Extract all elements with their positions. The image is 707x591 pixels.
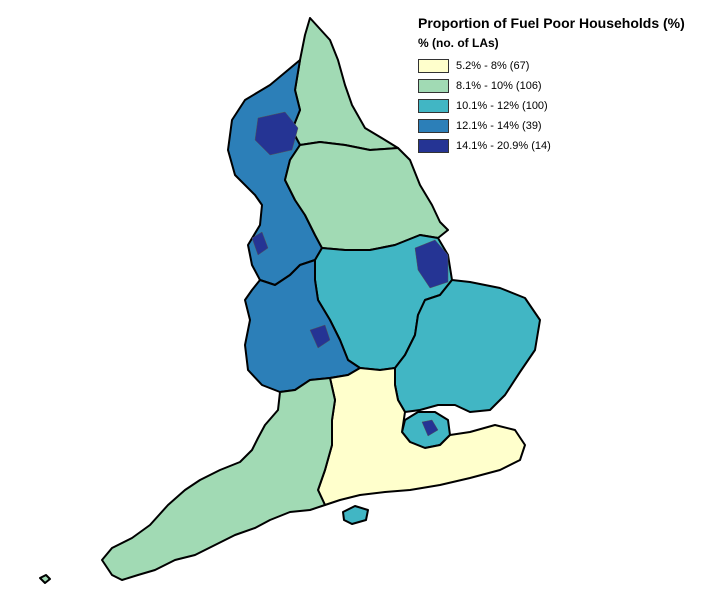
legend-label: 8.1% - 10% (106): [456, 80, 542, 92]
legend-swatch: [418, 99, 449, 113]
legend-label: 14.1% - 20.9% (14): [456, 140, 551, 152]
region-south-west: [101, 377, 336, 581]
legend-label: 10.1% - 12% (100): [456, 100, 548, 112]
legend-swatch: [418, 139, 449, 153]
region-north-east: [291, 17, 399, 151]
legend-item: 10.1% - 12% (100): [418, 96, 698, 116]
hotspot-birmingham: [309, 324, 331, 349]
hotspot-london-inner: [421, 419, 439, 437]
legend-swatch: [418, 79, 449, 93]
legend-item: 5.2% - 8% (67): [418, 56, 698, 76]
hotspot-lincolnshire: [414, 239, 449, 289]
isles-of-scilly: [39, 574, 51, 584]
legend-label: 12.1% - 14% (39): [456, 120, 542, 132]
map-legend: Proportion of Fuel Poor Households (%) %…: [418, 14, 698, 156]
hotspot-cumbria: [254, 111, 299, 156]
legend-title: Proportion of Fuel Poor Households (%): [418, 15, 685, 31]
legend-swatch: [418, 119, 449, 133]
legend-subtitle: % (no. of LAs): [418, 36, 499, 50]
legend-item: 8.1% - 10% (106): [418, 76, 698, 96]
legend-item: 14.1% - 20.9% (14): [418, 136, 698, 156]
isle-of-wight: [342, 505, 369, 525]
hotspot-lancashire: [251, 231, 269, 256]
region-east-of-england: [394, 279, 541, 413]
legend-label: 5.2% - 8% (67): [456, 60, 530, 72]
legend-item: 12.1% - 14% (39): [418, 116, 698, 136]
legend-swatch: [418, 59, 449, 73]
legend-list: 5.2% - 8% (67) 8.1% - 10% (106) 10.1% - …: [418, 56, 698, 156]
